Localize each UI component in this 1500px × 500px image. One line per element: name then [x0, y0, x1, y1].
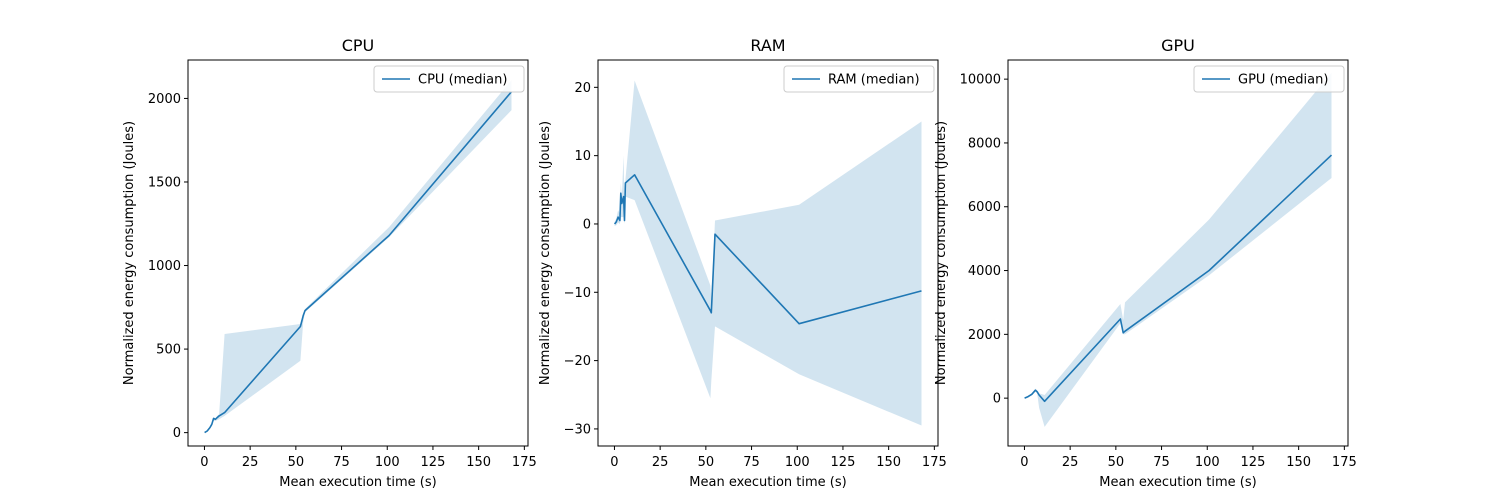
ram-x-axis-label: Mean execution time (s): [689, 475, 846, 490]
ram-axes-frame: [597, 59, 939, 447]
ram-x-tick-label: 0: [610, 455, 618, 470]
gpu-x-tick-label: 75: [1153, 455, 1170, 470]
ram-y-tick-label: 10: [574, 149, 591, 164]
ram-subplot: RAM Mean execution time (s) Normalized e…: [538, 36, 947, 490]
cpu-x-tick-label: 0: [200, 455, 208, 470]
cpu-x-tick-label: 150: [466, 455, 491, 470]
ram-y-axis-label: Normalized energy consumption (Joules): [538, 121, 553, 385]
ram-subplot-title: RAM: [750, 36, 785, 55]
gpu-y-tick-label: 6000: [968, 200, 1001, 215]
cpu-y-tick-label: 2000: [148, 92, 181, 107]
ram-y-tick-label: 0: [583, 217, 591, 232]
gpu-y-tick-label: 4000: [968, 264, 1001, 279]
cpu-axes-frame: [187, 59, 529, 447]
ram-y-tick-label: −10: [564, 286, 591, 301]
gpu-x-tick-label: 150: [1286, 455, 1311, 470]
gpu-y-tick-label: 8000: [968, 136, 1001, 151]
cpu-band: [204, 80, 512, 433]
gpu-y-tick-label: 10000: [960, 73, 1001, 88]
cpu-x-tick-label: 50: [288, 455, 305, 470]
gpu-x-tick-label: 50: [1108, 455, 1125, 470]
gpu-subplot-title: GPU: [1161, 36, 1195, 55]
cpu-y-tick-label: 1500: [148, 175, 181, 190]
ram-legend: RAM (median): [783, 65, 935, 93]
cpu-subplot: CPU Mean execution time (s) Normalized e…: [122, 36, 537, 490]
ram-y-tick-label: 20: [574, 81, 591, 96]
gpu-band: [1024, 72, 1332, 427]
gpu-x-tick-label: 175: [1332, 455, 1357, 470]
gpu-axes-frame: [1007, 59, 1349, 447]
gpu-x-tick-label: 0: [1020, 455, 1028, 470]
cpu-x-tick-label: 100: [375, 455, 400, 470]
ram-x-tick-label: 150: [876, 455, 901, 470]
gpu-x-tick-label: 25: [1062, 455, 1079, 470]
gpu-y-tick-label: 0: [993, 392, 1001, 407]
ram-median-line: [613, 174, 922, 325]
ram-y-tick-label: −30: [564, 422, 591, 437]
gpu-legend-box: [1193, 65, 1345, 93]
ram-x-tick-label: 25: [652, 455, 669, 470]
cpu-y-tick-label: 1000: [148, 259, 181, 274]
cpu-subplot-title: CPU: [342, 36, 375, 55]
ram-x-tick-label: 125: [831, 455, 856, 470]
cpu-y-tick-label: 500: [156, 343, 181, 358]
ram-x-tick-label: 75: [743, 455, 760, 470]
gpu-x-tick-label: 125: [1241, 455, 1266, 470]
ram-y-tick-label: −20: [564, 354, 591, 369]
cpu-legend-label: CPU (median): [418, 73, 507, 88]
cpu-legend: CPU (median): [373, 65, 525, 93]
ram-legend-label: RAM (median): [828, 73, 920, 88]
cpu-x-tick-label: 75: [333, 455, 350, 470]
cpu-x-tick-label: 175: [512, 455, 537, 470]
ram-x-tick-label: 175: [922, 455, 947, 470]
gpu-median-line: [1024, 154, 1333, 403]
cpu-median-line: [204, 91, 513, 434]
ram-x-tick-label: 100: [785, 455, 810, 470]
gpu-legend-label: GPU (median): [1238, 73, 1328, 88]
gpu-subplot: GPU Mean execution time (s) Normalized e…: [934, 36, 1357, 490]
cpu-y-axis-label: Normalized energy consumption (Joules): [122, 121, 137, 385]
cpu-x-axis-label: Mean execution time (s): [279, 475, 436, 490]
ram-x-tick-label: 50: [698, 455, 715, 470]
ram-band: [614, 80, 922, 426]
cpu-x-tick-label: 25: [242, 455, 259, 470]
ram-legend-box: [783, 65, 935, 93]
cpu-y-tick-label: 0: [173, 426, 181, 441]
gpu-y-tick-label: 2000: [968, 328, 1001, 343]
cpu-x-tick-label: 125: [421, 455, 446, 470]
gpu-legend: GPU (median): [1193, 65, 1345, 93]
gpu-y-axis-label: Normalized energy consumption (Joules): [934, 121, 949, 385]
gpu-x-tick-label: 100: [1195, 455, 1220, 470]
gpu-x-axis-label: Mean execution time (s): [1099, 475, 1256, 490]
cpu-legend-box: [373, 65, 525, 93]
